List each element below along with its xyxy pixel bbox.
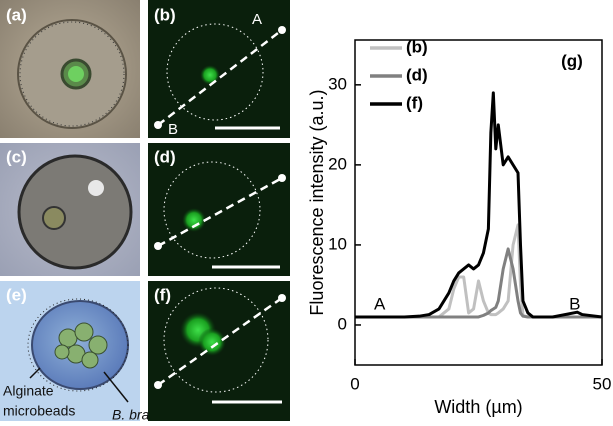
plot-frame (354, 39, 603, 366)
panel-label: (c) (6, 147, 27, 166)
endpoint-label: B (168, 121, 178, 138)
endpoint-label: A (252, 11, 262, 28)
panel-f: (f) (148, 281, 290, 421)
y-tick-label: 20 (328, 154, 347, 173)
y-axis-label: Fluorescence intensity (a.u.) (307, 89, 327, 315)
panel-label: (d) (154, 147, 176, 166)
panel-label: (f) (154, 285, 171, 304)
y-tick-label: 30 (328, 74, 347, 93)
annotation: Alginate (3, 383, 54, 399)
panel-c: (c) (0, 143, 140, 276)
panel-b: A B (b) (148, 0, 290, 138)
y-tick-label: 0 (338, 314, 347, 333)
x-tick-label: 50 (593, 374, 612, 393)
legend-label: (d) (406, 65, 428, 84)
x-tick-label: 0 (350, 374, 359, 393)
y-tick-label: 10 (328, 234, 347, 253)
x-axis-label: Width (µm) (434, 397, 522, 417)
panel-e: (e) Alginate microbeads B. braunii (0, 281, 172, 423)
panel-label: (e) (6, 285, 27, 304)
data-line (355, 223, 602, 319)
panel-a: (a) (0, 0, 140, 138)
annotation: microbeads (3, 403, 75, 419)
data-line (355, 91, 603, 319)
legend-label: (f) (406, 93, 423, 112)
annotation: A (374, 294, 386, 313)
line-chart: 0 10 20 30 0 50 Width (µm) Fluorescence intensi… (307, 37, 612, 416)
panel-d: (d) (148, 143, 290, 276)
annotation: B (569, 294, 580, 313)
panel-label: (a) (6, 5, 27, 24)
legend-label: (b) (406, 37, 428, 56)
panel-label: (g) (561, 51, 583, 70)
data-line (355, 247, 602, 319)
panel-label: (b) (154, 5, 176, 24)
